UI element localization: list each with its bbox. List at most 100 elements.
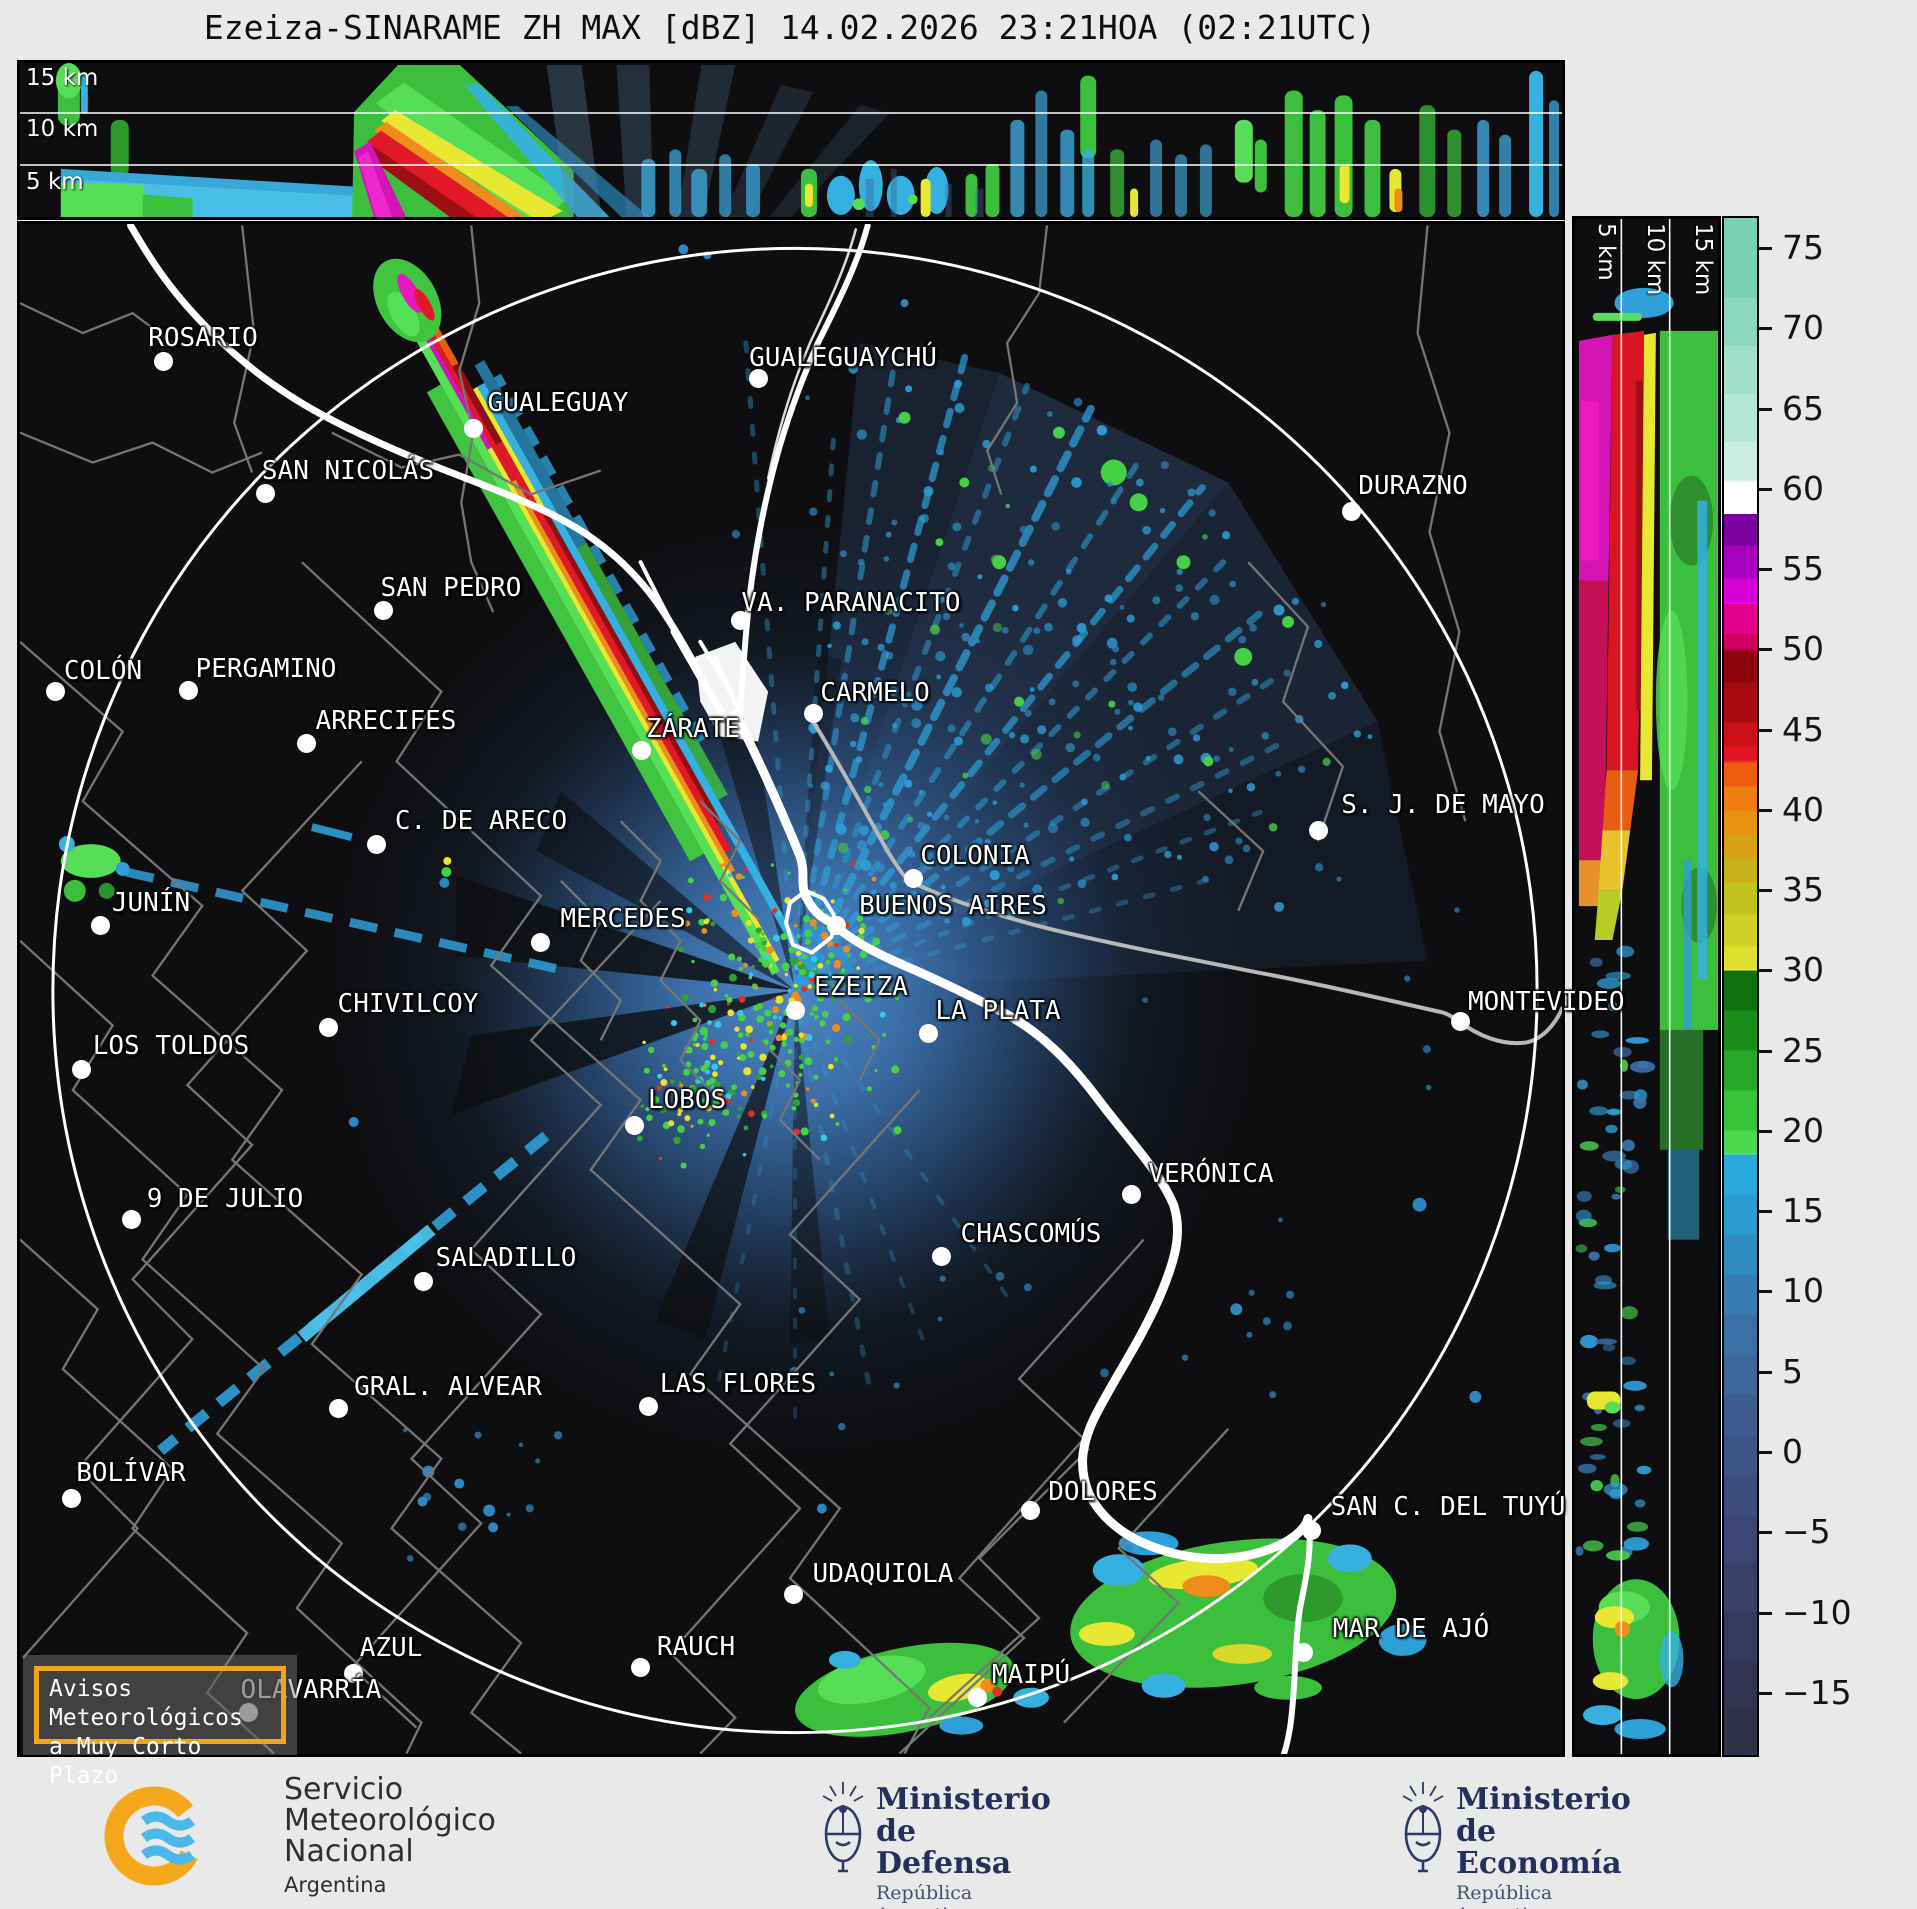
colorbar-tick-label: 10 — [1782, 1271, 1824, 1311]
city-label: EZEIZA — [814, 972, 908, 1002]
city-label: COLONIA — [920, 841, 1030, 871]
ne-dotted-fan-echo — [808, 363, 1373, 926]
colorbar-tick-label: 55 — [1782, 549, 1824, 589]
city-dot — [630, 1657, 650, 1677]
city-label: MAIPÚ — [991, 1660, 1071, 1690]
colorbar-tick-label: 5 — [1782, 1351, 1803, 1391]
city-dot — [1121, 1184, 1141, 1204]
top-cross-section-panel: 15 km 10 km 5 km — [17, 60, 1565, 220]
city-label: COLÓN — [63, 656, 143, 686]
colorbar-tick — [1759, 247, 1772, 251]
side-altitude-label-5km: 5 km — [1593, 223, 1619, 281]
city-dot — [153, 351, 173, 371]
city-dot — [530, 932, 550, 952]
colorbar-tick — [1759, 327, 1772, 331]
colorbar-tick — [1759, 808, 1772, 812]
center-clutter-echo — [636, 860, 902, 1169]
city-label: OLAVARRÍA — [240, 1675, 382, 1705]
city-label: AZUL — [359, 1633, 423, 1663]
argentina-coat-of-arms-icon — [1402, 1782, 1444, 1873]
city-dot — [631, 740, 651, 760]
colorbar-tick-label: 50 — [1782, 629, 1824, 669]
colorbar-tick-label: 0 — [1782, 1432, 1803, 1471]
warning-line-2: a Muy Corto Plazo — [49, 1734, 202, 1789]
city-label: MONTEVIDEO — [1468, 987, 1625, 1017]
colorbar-tick — [1759, 1531, 1772, 1535]
city-label: SAN NICOLÁS — [261, 456, 435, 486]
scattered-echo-dots — [348, 244, 1482, 1551]
city-label: C. DE ARECO — [394, 806, 568, 836]
city-dot — [121, 1209, 141, 1229]
southeast-storm-echoes — [795, 1531, 1427, 1737]
city-label: GUALEGUAYCHÚ — [749, 343, 937, 373]
city-dot — [45, 681, 65, 701]
city-label: SAN C. DEL TUYÚ — [1330, 1492, 1566, 1522]
city-label: VA. PARANACITO — [741, 588, 961, 618]
city-label: S. J. DE MAYO — [1341, 790, 1545, 820]
city-dot — [1308, 820, 1328, 840]
colorbar-tick — [1759, 728, 1772, 732]
city-dot — [255, 483, 275, 503]
colorbar-tick — [1759, 648, 1772, 652]
west-junin-echo — [58, 836, 557, 973]
city-dot — [1293, 1642, 1313, 1662]
smn-wordmark: Servicio Meteorológico Nacional Argentin… — [284, 1772, 496, 1897]
city-dot — [1020, 1500, 1040, 1520]
city-dot — [178, 680, 198, 700]
side-cross-section-panel: 5 km 10 km 15 km — [1572, 216, 1721, 1757]
page-title: Ezeiza-SINARAME ZH MAX [dBZ] 14.02.2026 … — [203, 8, 1377, 47]
colorbar-tick-label: 20 — [1782, 1110, 1824, 1150]
colorbar-tick-label: −15 — [1782, 1672, 1852, 1712]
city-label: LA PLATA — [935, 996, 1061, 1026]
city-dot — [903, 868, 923, 888]
city-dot — [638, 1396, 658, 1416]
colorbar-tick — [1759, 407, 1772, 411]
top-cross-section-echoes — [20, 63, 1562, 217]
city-label: LOS TOLDOS — [92, 1031, 250, 1061]
warning-overlay: Avisos Meteorológicos a Muy Corto Plazo — [23, 1655, 297, 1789]
colorbar-tick-label: 70 — [1782, 308, 1824, 348]
colorbar-tick-label: 30 — [1782, 950, 1824, 990]
city-label: CHIVILCOY — [337, 989, 479, 1019]
side-altitude-label-15km: 15 km — [1690, 223, 1716, 296]
city-label: LAS FLORES — [659, 1369, 817, 1399]
city-label: CARMELO — [820, 678, 930, 708]
city-label: VERÓNICA — [1148, 1159, 1274, 1189]
colorbar-tick — [1759, 1049, 1772, 1053]
colorbar-swatch — [1724, 218, 1757, 1755]
city-label: GUALEGUAY — [487, 388, 629, 418]
city-dot — [803, 703, 823, 723]
city-dot — [413, 1271, 433, 1291]
city-dot — [624, 1115, 644, 1135]
colorbar-tick — [1759, 1370, 1772, 1374]
city-dot — [373, 600, 393, 620]
colorbar-tick — [1759, 1611, 1772, 1615]
warning-line-1: Avisos Meteorológicos — [49, 1676, 243, 1731]
city-label: ARRECIFES — [315, 706, 457, 736]
city-dot — [463, 418, 483, 438]
colorbar-tick — [1759, 1210, 1772, 1214]
colorbar-tick — [1759, 487, 1772, 491]
city-label: LOBOS — [647, 1085, 727, 1115]
city-dot — [1450, 1011, 1470, 1031]
city-dot — [826, 915, 846, 935]
colorbar-tick-label: 65 — [1782, 388, 1824, 428]
city-label: SAN PEDRO — [380, 573, 522, 603]
city-label: 9 DE JULIO — [146, 1184, 304, 1214]
city-label: RAUCH — [656, 1632, 736, 1662]
colorbar-tick — [1759, 568, 1772, 572]
city-label: BOLÍVAR — [76, 1458, 186, 1488]
city-label: JUNÍN — [111, 888, 191, 918]
city-dot — [296, 733, 316, 753]
southwest-ray-echo — [156, 823, 550, 1455]
colorbar-tick — [1759, 1451, 1772, 1454]
city-label: BUENOS AIRES — [859, 891, 1047, 921]
city-dot — [328, 1398, 348, 1418]
city-dot — [918, 1023, 938, 1043]
argentina-coat-of-arms-icon — [822, 1782, 864, 1873]
top-altitude-label-5km: 5 km — [26, 169, 84, 195]
warning-box[interactable]: Avisos Meteorológicos a Muy Corto Plazo — [34, 1666, 286, 1789]
radar-map-graphics — [20, 224, 1562, 1754]
rivers-and-coastlines — [127, 224, 1562, 1754]
colorbar-tick-label: −10 — [1782, 1592, 1852, 1632]
